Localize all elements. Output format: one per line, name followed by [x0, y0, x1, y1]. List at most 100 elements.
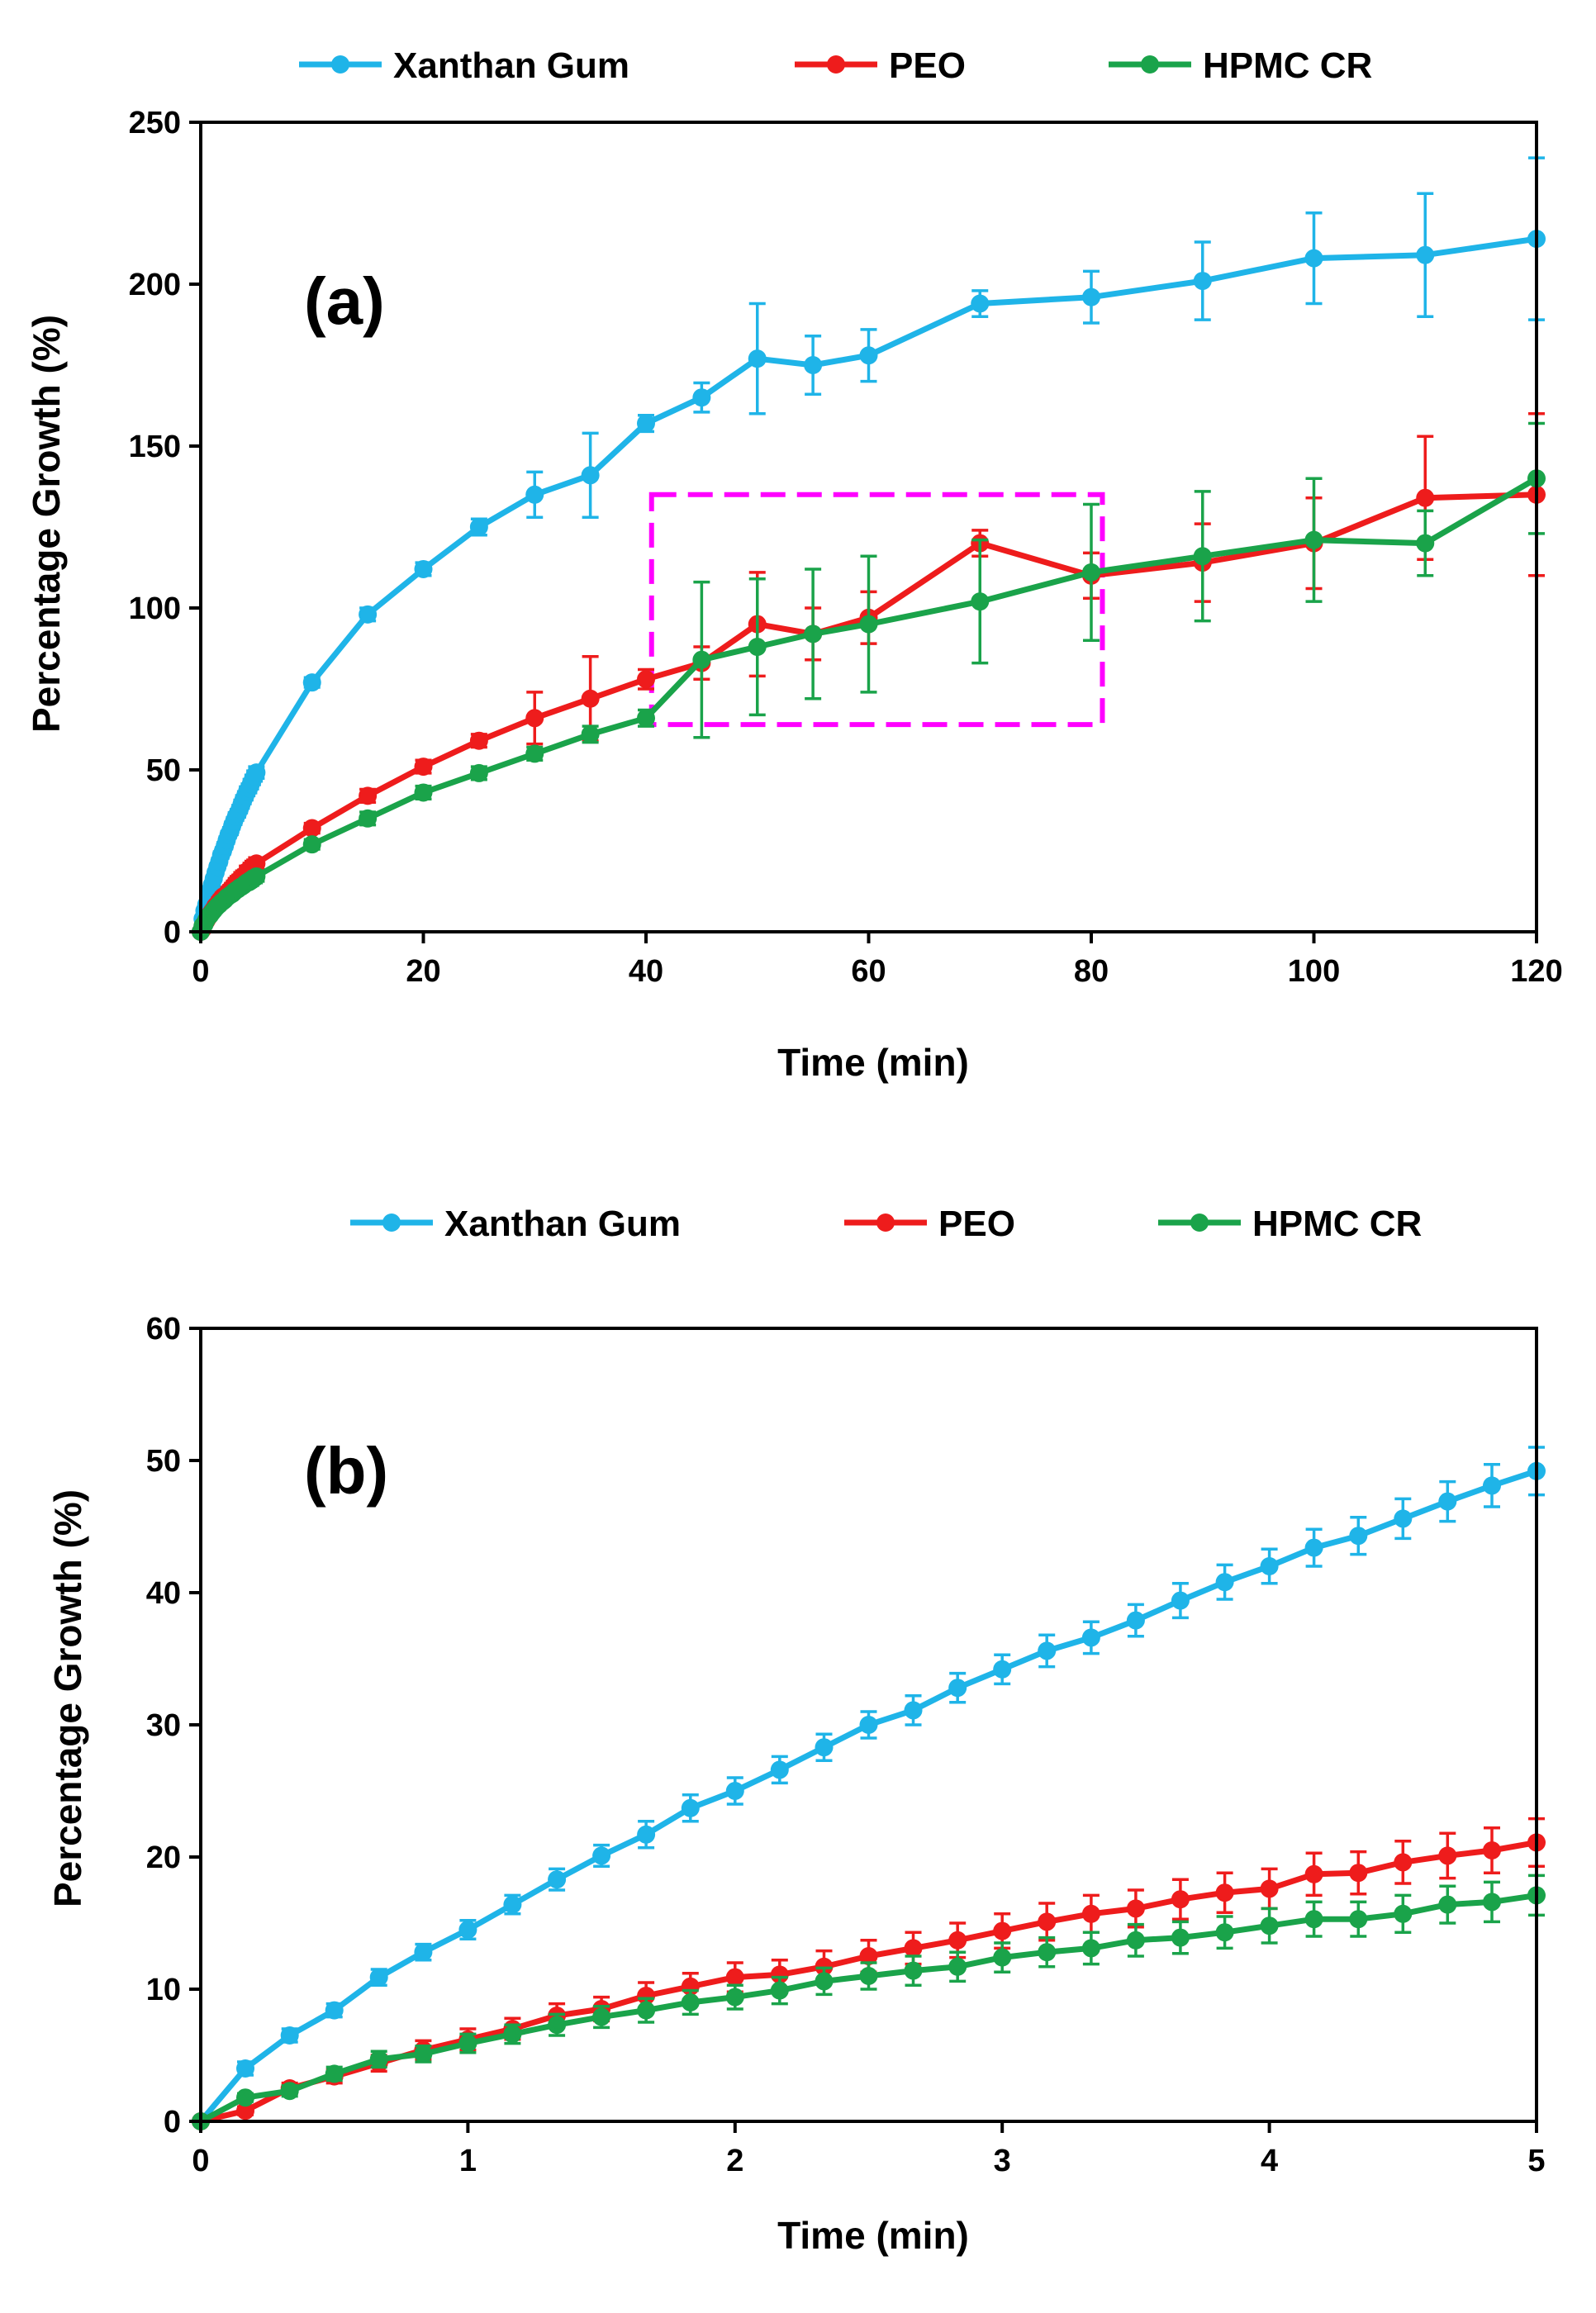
data-point [548, 1870, 567, 1889]
data-point [637, 2001, 656, 2020]
data-point [1394, 1904, 1413, 1923]
data-point [815, 1972, 834, 1991]
data-point [581, 724, 600, 743]
panel-b: Xanthan Gum PEO HPMC CR 0 1 2 3 4 50102030405… [46, 1204, 1546, 2257]
data-point [1126, 1899, 1145, 1918]
data-point [548, 2016, 567, 2035]
data-point [637, 414, 655, 433]
data-point [369, 2049, 388, 2068]
data-point [637, 670, 655, 689]
y-tick-label: 10 [146, 1973, 181, 2007]
series-line-xanthan-gum [198, 1468, 1538, 2124]
data-point [1438, 1492, 1457, 1511]
legend-item-peo-a: PEO [795, 45, 966, 86]
data-point [1215, 1883, 1234, 1902]
y-axis-title-a: Percentage Growth (%) [25, 315, 68, 733]
data-point [1215, 1573, 1234, 1592]
data-point [770, 1981, 789, 2000]
data-point [503, 2025, 522, 2044]
data-point [1438, 1895, 1457, 1914]
data-point [725, 1968, 744, 1987]
data-point [1349, 1527, 1368, 1546]
data-point [581, 466, 600, 485]
data-point [859, 615, 878, 634]
data-point [1349, 1864, 1368, 1883]
data-point [1260, 1916, 1279, 1935]
panel-label-a: (a) [304, 264, 385, 338]
legend-swatch-marker [876, 1213, 895, 1232]
data-point [592, 2007, 611, 2026]
data-point [1482, 1841, 1501, 1859]
data-point [414, 1943, 433, 1962]
data-point [1081, 1904, 1100, 1923]
data-point [971, 294, 990, 313]
x-tick-label: 80 [1074, 954, 1109, 989]
data-point [748, 349, 767, 368]
plot-frame [199, 121, 1538, 933]
data-point [280, 2026, 299, 2045]
data-point [815, 1738, 834, 1757]
y-tick-label: 60 [146, 1312, 181, 1346]
data-point [1482, 1893, 1501, 1912]
panel-label-b: (b) [304, 1434, 388, 1508]
legend-item-xanthan-gum-a: Xanthan Gum [299, 45, 629, 86]
data-point [247, 854, 266, 873]
y-tick-label: 20 [146, 1840, 181, 1875]
data-point [369, 1968, 388, 1987]
data-point [1304, 530, 1323, 549]
x-tick-label: 3 [994, 2144, 1011, 2178]
y-tick-label: 50 [146, 1444, 181, 1479]
data-point [469, 731, 488, 750]
data-point [469, 763, 488, 782]
data-point [592, 1846, 611, 1865]
series-xanthan-gum [192, 156, 1546, 941]
data-point [637, 709, 655, 728]
data-point [458, 1921, 477, 1939]
legend-swatch-marker [1141, 55, 1159, 74]
data-point [236, 2102, 255, 2121]
x-tick-label: 20 [406, 954, 440, 989]
data-point [1081, 1939, 1100, 1958]
y-tick-label: 30 [146, 1708, 181, 1743]
x-tick-label: 1 [459, 2144, 477, 2178]
data-point [859, 1967, 878, 1985]
data-point [725, 1782, 744, 1800]
legend-label-hpmc-cr: HPMC CR [1203, 45, 1372, 86]
legend-a: Xanthan Gum PEO HPMC CR [299, 45, 1372, 86]
data-point [1482, 1476, 1501, 1495]
legend-label-peo: PEO [938, 1204, 1015, 1244]
data-point [1126, 1931, 1145, 1950]
x-tick-label: 0 [192, 2144, 209, 2178]
data-point [1416, 245, 1435, 264]
data-point [1038, 1943, 1057, 1962]
data-point [770, 1965, 789, 1984]
legend-label-xanthan-gum: Xanthan Gum [444, 1204, 681, 1244]
data-point [414, 2045, 433, 2064]
data-point [1193, 272, 1212, 291]
data-point [302, 819, 321, 838]
legend-item-hpmc-cr-b: HPMC CR [1158, 1204, 1422, 1244]
data-point [1304, 1910, 1323, 1929]
data-point [948, 1679, 967, 1698]
panel-a: Xanthan Gum PEO HPMC CR 0 20 40 60 80 100 1200… [25, 45, 1563, 1084]
data-point [1416, 488, 1435, 507]
legend-swatch-marker [827, 55, 845, 74]
data-point [804, 356, 823, 374]
x-tick-label: 2 [726, 2144, 743, 2178]
data-point [725, 1988, 744, 2007]
data-point [302, 835, 321, 854]
data-point [1171, 1928, 1190, 1947]
data-point [1171, 1591, 1190, 1610]
data-point [525, 709, 544, 728]
data-point [1304, 1864, 1323, 1883]
x-axis-title-a: Time (min) [777, 1041, 969, 1084]
data-point [1394, 1509, 1413, 1528]
legend-label-hpmc-cr: HPMC CR [1252, 1204, 1422, 1244]
data-point [770, 1760, 789, 1779]
data-point [414, 783, 433, 802]
data-point [1081, 1628, 1100, 1647]
data-point [1260, 1557, 1279, 1575]
y-tick-label: 150 [129, 430, 181, 464]
data-point [302, 673, 321, 692]
data-point [904, 1961, 923, 1980]
